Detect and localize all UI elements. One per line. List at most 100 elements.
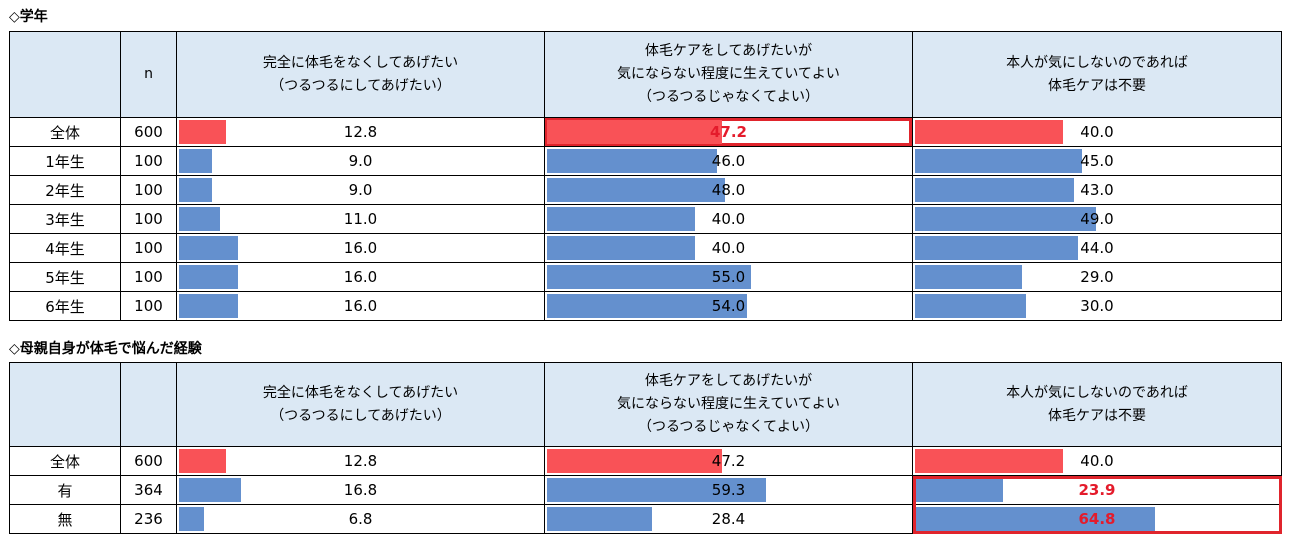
header-col-2: 体毛ケアをしてあげたいが 気にならない程度に生えていてよい （つるつるじゃなくてよい…	[544, 31, 913, 118]
bar	[915, 207, 1097, 231]
bar	[547, 236, 695, 260]
bar-value-label: 46.0	[711, 152, 746, 170]
bar-cell: 9.0	[176, 146, 545, 176]
bar	[915, 178, 1075, 202]
bar-value-label: 48.0	[711, 181, 746, 199]
bar-cell: 29.0	[912, 262, 1282, 292]
bar-cell: 28.4	[544, 504, 913, 534]
bar	[179, 294, 239, 318]
bar	[915, 120, 1063, 144]
bar-cell: 47.2	[544, 117, 913, 147]
header-n: n	[120, 31, 177, 118]
bar	[547, 207, 695, 231]
bar	[547, 149, 718, 173]
bar-value-label: 40.0	[711, 210, 746, 228]
bar-cell: 55.0	[544, 262, 913, 292]
bar	[547, 449, 722, 473]
bar-value-label: 43.0	[1080, 181, 1114, 199]
table-row: 6年生 100 16.0 54.0 30.0	[9, 291, 1282, 321]
bar	[179, 236, 239, 260]
bar-value-label: 16.0	[343, 297, 378, 315]
row-n: 600	[120, 446, 177, 476]
bar-value-label: 12.8	[343, 123, 378, 141]
table-row: 無 236 6.8 28.4 64.8	[9, 504, 1282, 534]
bar-value-label: 40.0	[1080, 123, 1114, 141]
bar-cell: 44.0	[912, 233, 1282, 263]
table-row: 全体 600 12.8 47.2 40.0	[9, 446, 1282, 476]
bar-value-label: 54.0	[711, 297, 746, 315]
bar	[179, 507, 205, 531]
row-label: 全体	[9, 446, 121, 476]
bar-value-label: 49.0	[1080, 210, 1114, 228]
bar-cell: 16.0	[176, 291, 545, 321]
bar	[547, 178, 725, 202]
bar	[915, 507, 1155, 531]
header-col-1: 完全に体毛をなくしてあげたい （つるつるにしてあげたい）	[176, 362, 545, 447]
bar-cell: 49.0	[912, 204, 1282, 234]
bar-value-label: 47.2	[709, 123, 747, 141]
header-row: n 完全に体毛をなくしてあげたい （つるつるにしてあげたい） 体毛ケアをしてあげた…	[9, 31, 1282, 118]
bar-value-label: 12.8	[343, 452, 378, 470]
bar-value-label: 40.0	[1080, 452, 1114, 470]
row-n: 100	[120, 175, 177, 205]
header-col-3: 本人が気にしないのであれば 体毛ケアは不要	[912, 31, 1282, 118]
bar-cell: 16.0	[176, 262, 545, 292]
bar	[915, 449, 1063, 473]
row-n: 236	[120, 504, 177, 534]
bar-cell: 16.0	[176, 233, 545, 263]
bar-cell: 43.0	[912, 175, 1282, 205]
bar	[915, 478, 1004, 502]
section-title-grade: ◇学年	[9, 9, 48, 25]
bar-cell: 40.0	[912, 117, 1282, 147]
bar	[179, 478, 242, 502]
row-label: 3年生	[9, 204, 121, 234]
bar-cell: 23.9	[912, 475, 1282, 505]
bar	[179, 178, 213, 202]
row-n: 600	[120, 117, 177, 147]
bar-cell: 6.8	[176, 504, 545, 534]
bar-value-label: 16.0	[343, 239, 378, 257]
bar-cell: 12.8	[176, 446, 545, 476]
row-label: 5年生	[9, 262, 121, 292]
bar-value-label: 23.9	[1078, 481, 1116, 499]
bar-cell: 45.0	[912, 146, 1282, 176]
bar	[547, 265, 751, 289]
bar	[179, 449, 227, 473]
bar	[179, 265, 239, 289]
bar-cell: 40.0	[912, 446, 1282, 476]
section-title-mother-experience: ◇母親自身が体毛で悩んだ経験	[9, 341, 202, 357]
bar	[915, 236, 1078, 260]
bar-cell: 11.0	[176, 204, 545, 234]
bar-value-label: 9.0	[348, 152, 373, 170]
table-row: 4年生 100 16.0 40.0 44.0	[9, 233, 1282, 263]
table-row: 有 364 16.8 59.3 23.9	[9, 475, 1282, 505]
bar-value-label: 64.8	[1078, 510, 1116, 528]
row-label: 無	[9, 504, 121, 534]
row-label: 4年生	[9, 233, 121, 263]
bar	[547, 478, 767, 502]
bar	[915, 149, 1082, 173]
bar-value-label: 16.0	[343, 268, 378, 286]
bar-value-label: 45.0	[1080, 152, 1114, 170]
bar-cell: 64.8	[912, 504, 1282, 534]
bar-cell: 46.0	[544, 146, 913, 176]
bar-cell: 47.2	[544, 446, 913, 476]
grade-table: n 完全に体毛をなくしてあげたい （つるつるにしてあげたい） 体毛ケアをしてあげた…	[9, 31, 1282, 321]
table-row: 全体 600 12.8 47.2 40.0	[9, 117, 1282, 147]
bar	[915, 265, 1023, 289]
bar-value-label: 6.8	[348, 510, 373, 528]
bar-value-label: 9.0	[348, 181, 373, 199]
row-n: 100	[120, 291, 177, 321]
bar	[547, 294, 747, 318]
row-n: 100	[120, 233, 177, 263]
bar	[179, 207, 220, 231]
bar-value-label: 44.0	[1080, 239, 1114, 257]
bar	[547, 507, 653, 531]
table-row: 1年生 100 9.0 46.0 45.0	[9, 146, 1282, 176]
header-label-cell	[9, 31, 121, 118]
bar-cell: 59.3	[544, 475, 913, 505]
bar-cell: 30.0	[912, 291, 1282, 321]
row-label: 6年生	[9, 291, 121, 321]
bar	[179, 120, 227, 144]
header-row: 完全に体毛をなくしてあげたい （つるつるにしてあげたい） 体毛ケアをしてあげたいが…	[9, 362, 1282, 447]
